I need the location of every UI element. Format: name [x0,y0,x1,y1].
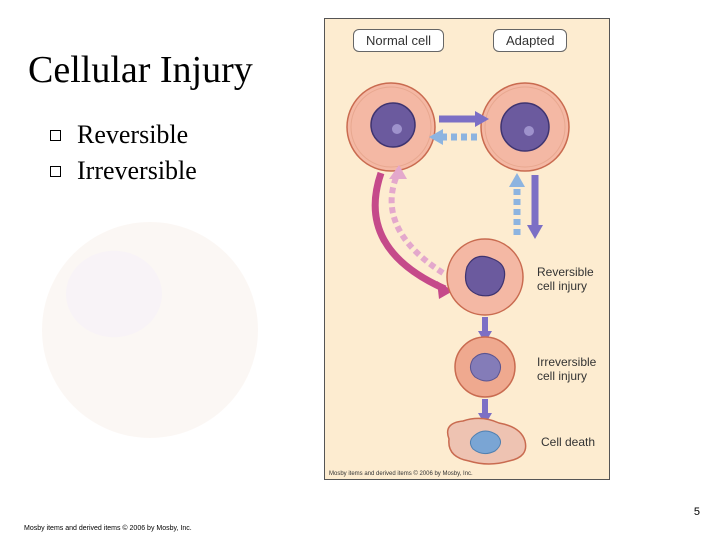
page-number: 5 [694,506,700,518]
slide-title: Cellular Injury [28,48,253,92]
footer-copyright: Mosby items and derived items © 2006 by … [24,525,192,532]
slide: Cellular Injury Reversible Irreversible … [0,0,720,540]
label-irreversible-injury: Irreversiblecell injury [537,355,596,384]
figure-diagram: Normal cell Adapted [324,18,610,480]
label-reversible-injury: Reversiblecell injury [537,265,594,294]
background-watermark [30,210,270,450]
bullet-item: Reversible [50,120,197,150]
bullet-item: Irreversible [50,156,197,186]
bullet-box-icon [50,166,61,177]
figure-copyright: Mosby items and derived items © 2006 by … [329,471,473,477]
label-cell-death: Cell death [541,435,595,449]
bullet-list: Reversible Irreversible [50,120,197,192]
figure-svg [325,19,611,481]
bullet-text: Reversible [77,120,188,150]
bullet-box-icon [50,130,61,141]
bullet-text: Irreversible [77,156,197,186]
